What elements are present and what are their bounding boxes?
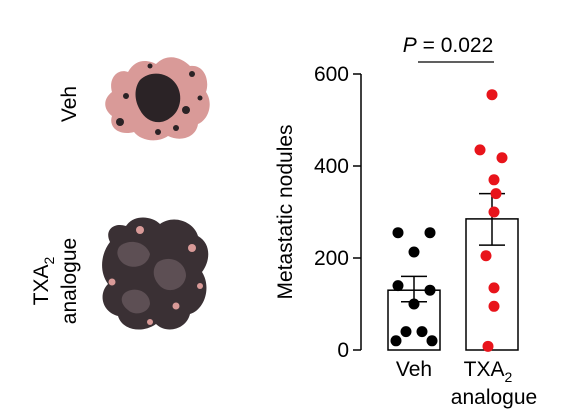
- data-point: [482, 340, 494, 352]
- data-point: [488, 174, 500, 186]
- data-point: [408, 246, 420, 258]
- data-point: [488, 300, 500, 312]
- y-tick-label: 200: [314, 247, 349, 270]
- data-point: [424, 227, 436, 239]
- x-tick-label-veh: Veh: [396, 358, 432, 381]
- lung-image-veh: [105, 57, 210, 141]
- data-point: [496, 152, 508, 164]
- data-point: [392, 227, 404, 239]
- data-point: [392, 280, 404, 292]
- bar-chart: Metastatic nodules 0 200 400 600 Veh TXA2ana…: [274, 34, 537, 409]
- data-point: [490, 188, 502, 200]
- row-label-veh: Veh: [58, 86, 81, 122]
- x-tick-label-txa2: TXA2: [464, 358, 513, 385]
- row-label-txa2-line2: analogue: [58, 238, 81, 324]
- y-axis-label: Metastatic nodules: [274, 124, 297, 299]
- y-tick-label: 600: [314, 63, 349, 86]
- row-label-txa2: TXA2: [30, 256, 57, 305]
- data-point: [486, 89, 498, 101]
- data-point: [488, 282, 500, 294]
- data-point: [480, 250, 492, 262]
- significance-annotation: P = 0.022: [403, 34, 494, 63]
- y-tick-label: 400: [314, 155, 349, 178]
- data-point: [426, 335, 438, 347]
- data-point: [424, 284, 436, 296]
- data-point: [474, 144, 486, 156]
- x-tick-label-txa2-line2: analogue: [451, 386, 537, 409]
- data-point: [416, 326, 428, 338]
- y-tick-label: 0: [337, 339, 349, 362]
- data-point: [408, 298, 420, 310]
- data-point: [390, 335, 402, 347]
- data-point: [400, 326, 412, 338]
- p-value-label: P = 0.022: [403, 34, 494, 57]
- lung-image-txa2: [102, 217, 209, 330]
- data-point: [488, 206, 500, 218]
